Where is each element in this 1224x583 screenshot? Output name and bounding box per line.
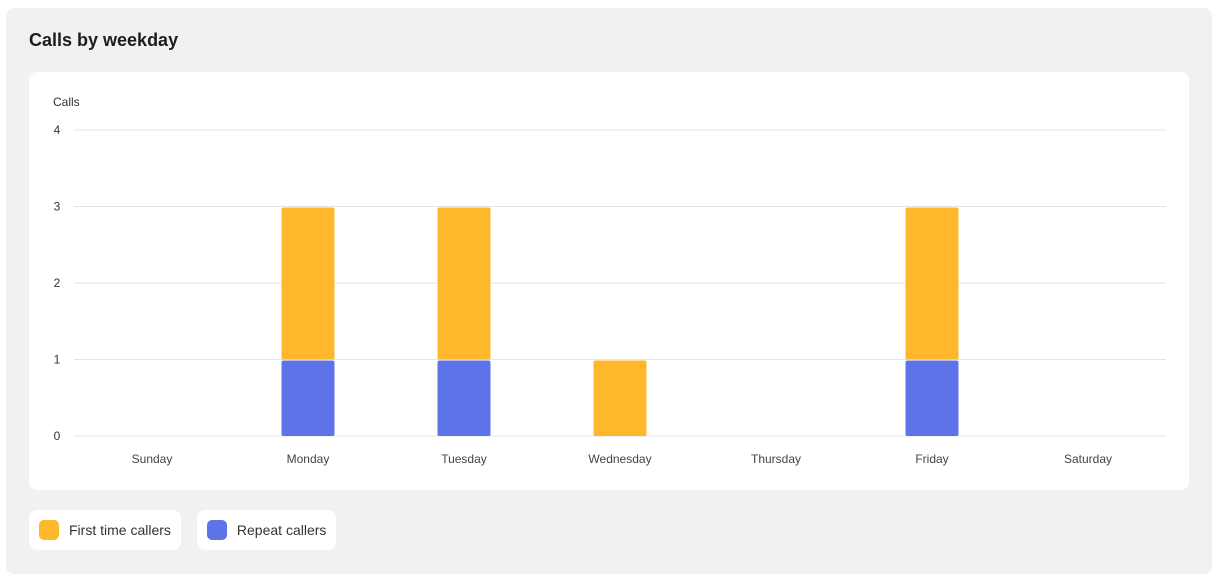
bars [281, 207, 959, 437]
chart-card: Calls 0 1 2 3 4 Sunday Monday Tuesday Wednesday… [29, 72, 1189, 490]
bar-tuesday-first-time-callers[interactable] [437, 207, 491, 360]
legend-label: Repeat callers [236, 522, 327, 538]
y-tick-labels: 0 1 2 3 4 [54, 123, 61, 443]
y-tick-label: 0 [54, 429, 61, 443]
chart-title: Calls by weekday [29, 30, 179, 50]
x-tick-labels: Sunday Monday Tuesday Wednesday Thursday Frid… [132, 452, 1112, 466]
calls-by-weekday-panel: Calls by weekday Calls 0 1 2 3 4 Sunday Monda… [6, 8, 1212, 574]
x-tick-label: Monday [287, 452, 330, 466]
legend-item-first-time-callers[interactable]: First time callers [29, 510, 181, 550]
legend-label: First time callers [69, 522, 171, 538]
legend-item-repeat-callers[interactable]: Repeat callers [196, 510, 337, 550]
bar-friday-first-time-callers[interactable] [905, 207, 959, 360]
bar-monday-first-time-callers[interactable] [281, 207, 335, 360]
x-tick-label: Friday [915, 452, 948, 466]
x-tick-label: Wednesday [588, 452, 651, 466]
x-tick-label: Saturday [1064, 452, 1112, 466]
legend-swatch-repeat [206, 520, 227, 540]
legend-swatch-first-time [39, 520, 59, 540]
bar-tuesday-repeat-callers[interactable] [437, 360, 491, 437]
bar-friday-repeat-callers[interactable] [905, 360, 959, 437]
y-tick-label: 4 [54, 123, 61, 137]
x-tick-label: Sunday [132, 452, 173, 466]
y-tick-label: 3 [54, 200, 61, 214]
y-axis-label: Calls [53, 95, 80, 109]
gridlines [74, 129, 1166, 437]
bar-chart: Calls 0 1 2 3 4 Sunday Monday Tuesday Wednesday… [53, 95, 1166, 466]
bar-monday-repeat-callers[interactable] [281, 360, 335, 437]
y-tick-label: 1 [54, 353, 61, 367]
y-tick-label: 2 [54, 276, 61, 290]
bar-wednesday-first-time-callers[interactable] [593, 360, 647, 437]
x-tick-label: Thursday [751, 452, 801, 466]
legend: First time callers Repeat callers [29, 510, 337, 550]
x-tick-label: Tuesday [441, 452, 487, 466]
